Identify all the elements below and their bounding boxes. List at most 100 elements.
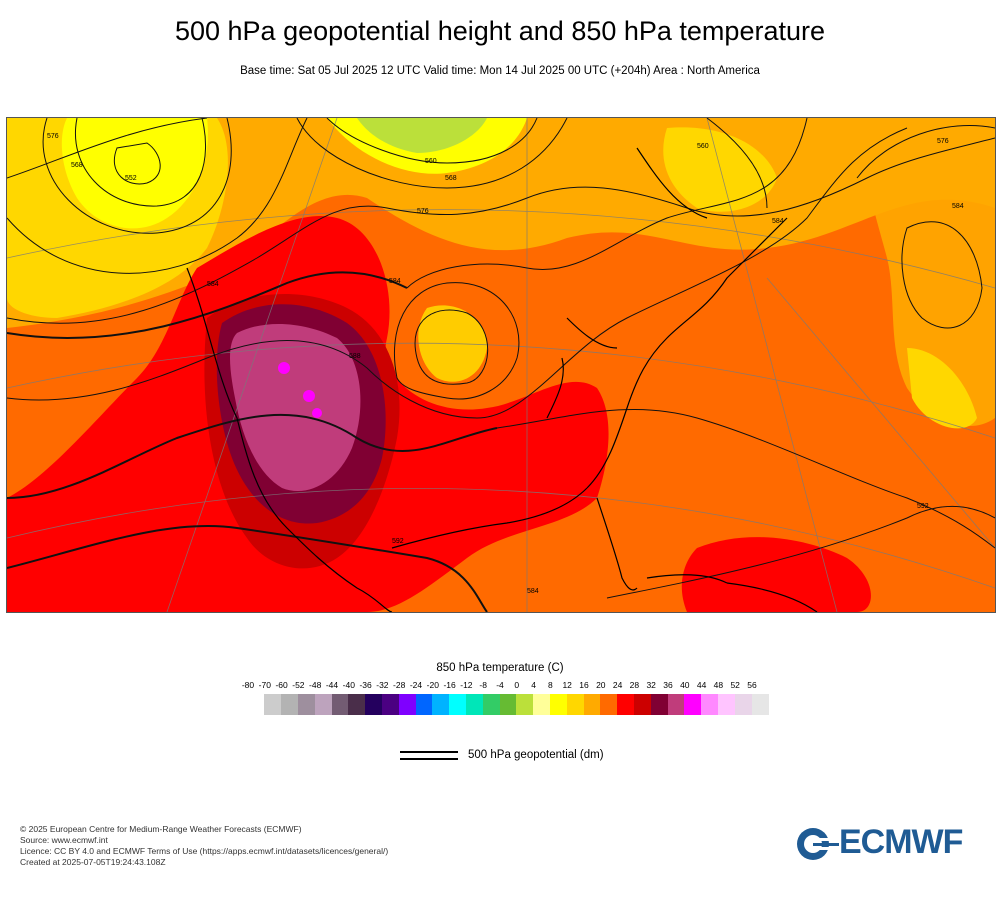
legend-tick-label: -52 <box>292 680 305 690</box>
legend-color-swatch <box>617 694 635 715</box>
legend-color-swatch <box>281 694 299 715</box>
temperature-field-16-atlantic <box>868 136 995 427</box>
isoline-label: 560 <box>425 158 437 165</box>
legend-tick-label: 28 <box>629 680 640 690</box>
coastlines <box>186 147 818 612</box>
legend-color-swatch <box>432 694 450 715</box>
isoline-label: 584 <box>207 281 219 288</box>
legend-color-swatch <box>482 694 500 715</box>
legend-color-swatch <box>684 694 702 715</box>
legend-color-swatch <box>465 694 483 715</box>
chart-subtitle: Base time: Sat 05 Jul 2025 12 UTC Valid … <box>240 65 760 77</box>
isoline-label: 576 <box>47 133 59 140</box>
legend-color-swatch <box>549 694 567 715</box>
legend-tick-label: 52 <box>730 680 740 690</box>
isoline-label: 592 <box>917 503 929 510</box>
temperature-field-24-caribbean <box>681 537 871 612</box>
legend-tick-label: 16 <box>579 680 589 690</box>
legend-color-swatch <box>499 694 517 715</box>
legend-tick-label: -12 <box>460 680 473 690</box>
legend-tick-label: -44 <box>325 680 339 690</box>
legend-tick-label: 56 <box>747 680 757 690</box>
legend-tick-label: 32 <box>646 680 656 690</box>
legend-color-swatch <box>331 694 349 715</box>
legend-color-swatch <box>297 694 315 715</box>
legend-color-swatch <box>381 694 399 715</box>
legend-tick-label: 36 <box>663 680 673 690</box>
isoline-label: 568 <box>71 162 83 169</box>
legend-color-swatch <box>314 694 332 715</box>
licence-line: Licence: CC BY 4.0 and ECMWF Terms of Us… <box>20 846 389 856</box>
legend-tick-label: 40 <box>680 680 690 690</box>
legend-color-swatch <box>516 694 534 715</box>
legend-color-swatch <box>751 694 769 715</box>
temperature-field-12-ne <box>663 127 777 212</box>
legend-color-swatch <box>348 694 366 715</box>
footer-credits: © 2025 European Centre for Medium-Range … <box>20 824 388 868</box>
legend-color-swatch <box>449 694 467 715</box>
legend-color-swatch <box>701 694 719 715</box>
isoline-label: 584 <box>527 588 539 595</box>
legend-tick-label: 24 <box>612 680 623 690</box>
isoline-label: 552 <box>125 175 137 182</box>
legend-tick-label: 8 <box>548 680 553 690</box>
legend-color-swatch <box>717 694 735 715</box>
isoline-label: 576 <box>937 138 949 145</box>
temperature-field-40-c <box>312 408 322 418</box>
isoline-label: 584 <box>952 203 964 210</box>
legend-tick-label: -24 <box>409 680 423 690</box>
legend-tick-label: -60 <box>275 680 288 690</box>
ecmwf-logo: ECMWF <box>795 823 985 862</box>
ecmwf-logo-mark <box>797 828 839 860</box>
legend-tick-label: 12 <box>562 680 572 690</box>
temperature-field-4-north <box>357 118 487 153</box>
temperature-field-12-atlantic <box>907 348 977 429</box>
legend-tick-label: 20 <box>596 680 606 690</box>
legend-tick-label: -36 <box>359 680 372 690</box>
legend-tick-label: -48 <box>309 680 322 690</box>
isoline-label: 592 <box>392 538 404 545</box>
source-line: Source: www.ecmwf.int <box>20 835 108 845</box>
legend-tick-label: 44 <box>696 680 707 690</box>
legend-tick-label: -20 <box>426 680 439 690</box>
legend-color-swatch <box>533 694 551 715</box>
legend-color-swatch <box>650 694 668 715</box>
chart-title: 500 hPa geopotential height and 850 hPa … <box>174 16 825 46</box>
graticule <box>7 118 995 612</box>
weather-map: 552 568 560 576 560 568 576 584 584 588 … <box>6 117 996 613</box>
legend-color-swatch <box>415 694 433 715</box>
isoline-label: 588 <box>349 353 361 360</box>
legend-tick-label: 48 <box>713 680 724 690</box>
isoline-label: 584 <box>389 278 401 285</box>
copyright-line: © 2025 European Centre for Medium-Range … <box>20 824 302 834</box>
geopotential-isolines <box>7 118 995 612</box>
legend-color-swatch <box>633 694 651 715</box>
legend-tick-label: -80 <box>241 680 255 690</box>
temperature-field-40-a <box>278 362 290 374</box>
isoline-label: 584 <box>772 218 784 225</box>
temperature-field-8-nw <box>61 118 208 229</box>
geopotential-line-symbol <box>400 749 458 761</box>
legend-color-swatch <box>264 694 282 715</box>
legend-color-swatch <box>583 694 601 715</box>
legend-color-swatch <box>398 694 416 715</box>
legend-tick-label: -32 <box>376 680 389 690</box>
legend-color-swatch <box>734 694 752 715</box>
legend-color-swatch <box>365 694 383 715</box>
legend-tick-label: -8 <box>479 680 487 690</box>
legend-tick-label: 4 <box>531 680 536 690</box>
temperature-field-36 <box>230 323 361 492</box>
map-canvas: 552 568 560 576 560 568 576 584 584 588 … <box>7 118 995 612</box>
legend-color-swatch <box>566 694 584 715</box>
legend-tick-label: -4 <box>496 680 504 690</box>
legend-tick-label: -70 <box>258 680 271 690</box>
isoline-labels: 552 568 560 576 560 568 576 584 584 588 … <box>47 133 964 595</box>
isoline-label: 576 <box>417 208 429 215</box>
geopotential-legend-label: 500 hPa geopotential (dm) <box>468 749 604 761</box>
temperature-field-40-b <box>303 390 315 402</box>
legend-tick-label: -28 <box>393 680 406 690</box>
legend-color-swatch <box>667 694 685 715</box>
temperature-legend-title: 850 hPa temperature (C) <box>436 662 564 674</box>
legend-tick-label: -16 <box>443 680 456 690</box>
created-line: Created at 2025-07-05T19:24:43.108Z <box>20 857 166 867</box>
